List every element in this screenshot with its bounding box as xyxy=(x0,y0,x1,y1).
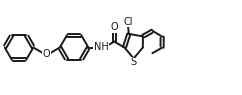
Text: O: O xyxy=(110,22,118,32)
Text: S: S xyxy=(131,57,137,67)
Text: Cl: Cl xyxy=(123,17,133,27)
Text: NH: NH xyxy=(94,42,108,53)
Text: O: O xyxy=(43,49,50,59)
